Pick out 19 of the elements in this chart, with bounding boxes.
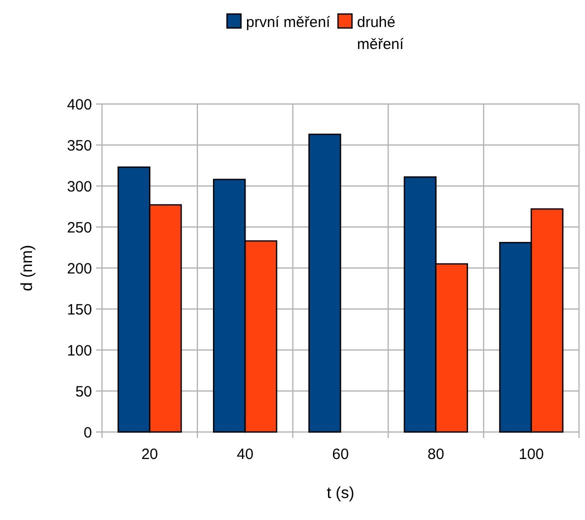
x-tick-label: 40 bbox=[236, 446, 254, 463]
y-tick-label: 300 bbox=[66, 178, 92, 196]
y-tick-label: 100 bbox=[66, 342, 92, 360]
y-tick-label: 150 bbox=[66, 301, 92, 318]
y-tick-label: 400 bbox=[66, 96, 92, 114]
legend-label: první měření bbox=[246, 14, 332, 31]
x-tick-label: 80 bbox=[428, 446, 444, 463]
y-tick-label: 0 bbox=[84, 424, 92, 442]
y-axis-title: d (nm) bbox=[19, 244, 36, 292]
y-tick-label: 250 bbox=[66, 219, 92, 236]
y-tick-label: 350 bbox=[66, 137, 92, 154]
x-axis-title: t (s) bbox=[326, 485, 354, 502]
legend-label: druhé měření bbox=[357, 14, 405, 53]
x-tick-label: 60 bbox=[332, 446, 349, 463]
y-tick-label: 200 bbox=[66, 260, 92, 278]
bar bbox=[308, 134, 342, 433]
y-tick-label: 50 bbox=[75, 383, 92, 400]
x-tick-label: 100 bbox=[518, 446, 544, 463]
x-tick-label: 20 bbox=[141, 446, 158, 463]
